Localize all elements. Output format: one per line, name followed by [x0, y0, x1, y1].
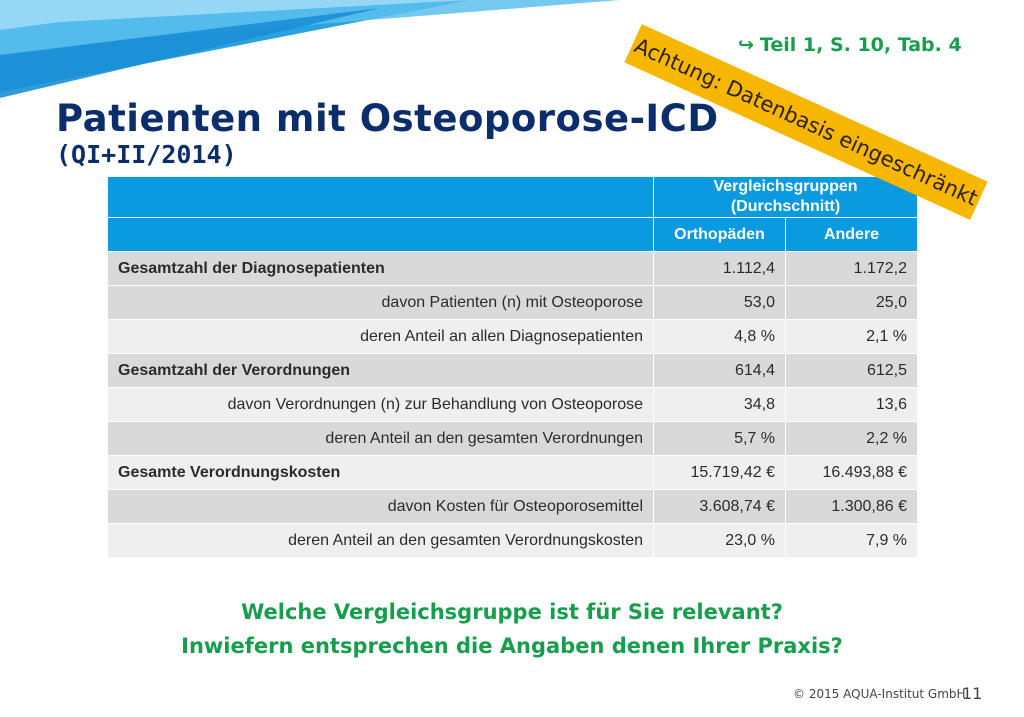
- value-orthopaeden: 53,0: [653, 285, 786, 320]
- group-header-line1: Vergleichsgruppen: [713, 178, 858, 195]
- arrow-icon: ↪: [738, 34, 754, 56]
- value-orthopaeden: 23,0 %: [653, 523, 786, 558]
- value-andere: 13,6: [784, 387, 919, 422]
- col-header-andere: Andere: [784, 217, 919, 252]
- table-row: deren Anteil an allen Diagnosepatienten …: [107, 319, 919, 354]
- table-subheader-row: Orthopäden Andere: [107, 217, 919, 252]
- row-label: Gesamte Verordnungskosten: [107, 455, 654, 490]
- value-andere: 1.172,2: [784, 251, 919, 286]
- page-subtitle: (QI+II/2014): [56, 140, 237, 169]
- group-header-line2: (Durchschnitt): [730, 198, 841, 215]
- header-decoration: [0, 0, 620, 98]
- table-row: Gesamtzahl der Diagnosepatienten 1.112,4…: [107, 251, 919, 286]
- value-andere: 7,9 %: [784, 523, 919, 558]
- table-row: Gesamte Verordnungskosten 15.719,42 € 16…: [107, 455, 919, 490]
- value-orthopaeden: 1.112,4: [653, 251, 786, 286]
- value-andere: 25,0: [784, 285, 919, 320]
- page-title: Patienten mit Osteoporose-ICD: [56, 97, 719, 140]
- page-number: 11: [962, 684, 983, 703]
- reference-text: Teil 1, S. 10, Tab. 4: [759, 34, 962, 56]
- reference-note: ↪ Teil 1, S. 10, Tab. 4: [738, 34, 962, 56]
- row-label: Gesamtzahl der Diagnosepatienten: [107, 251, 654, 286]
- copyright-footer: © 2015 AQUA-Institut GmbH: [793, 687, 966, 701]
- data-table: Vergleichsgruppen (Durchschnitt) Orthopä…: [107, 176, 919, 558]
- table-header-row: Vergleichsgruppen (Durchschnitt): [107, 176, 919, 218]
- value-orthopaeden: 614,4: [653, 353, 786, 388]
- table-row: davon Verordnungen (n) zur Behandlung vo…: [107, 387, 919, 422]
- table-row: davon Patienten (n) mit Osteoporose 53,0…: [107, 285, 919, 320]
- value-orthopaeden: 4,8 %: [653, 319, 786, 354]
- row-label: davon Patienten (n) mit Osteoporose: [107, 285, 654, 320]
- table-row: deren Anteil an den gesamten Verordnungs…: [107, 523, 919, 558]
- value-orthopaeden: 15.719,42 €: [653, 455, 786, 490]
- header-blank-cell: [107, 217, 654, 252]
- question-practice: Inwiefern entsprechen die Angaben denen …: [181, 634, 843, 658]
- value-andere: 2,1 %: [784, 319, 919, 354]
- row-label: davon Kosten für Osteoporosemittel: [107, 489, 654, 524]
- group-header: Vergleichsgruppen (Durchschnitt): [652, 176, 919, 218]
- table-row: Gesamtzahl der Verordnungen 614,4 612,5: [107, 353, 919, 388]
- question-relevance: Welche Vergleichsgruppe ist für Sie rele…: [241, 600, 783, 624]
- table-row: davon Kosten für Osteoporosemittel 3.608…: [107, 489, 919, 524]
- row-label: davon Verordnungen (n) zur Behandlung vo…: [107, 387, 654, 422]
- value-andere: 1.300,86 €: [784, 489, 919, 524]
- table-row: deren Anteil an den gesamten Verordnunge…: [107, 421, 919, 456]
- value-andere: 16.493,88 €: [784, 455, 919, 490]
- value-orthopaeden: 3.608,74 €: [653, 489, 786, 524]
- col-header-orthopaeden: Orthopäden: [653, 217, 786, 252]
- header-blank-cell: [107, 176, 654, 218]
- value-andere: 612,5: [784, 353, 919, 388]
- row-label: deren Anteil an allen Diagnosepatienten: [107, 319, 654, 354]
- row-label: deren Anteil an den gesamten Verordnungs…: [107, 523, 654, 558]
- row-label: deren Anteil an den gesamten Verordnunge…: [107, 421, 654, 456]
- value-orthopaeden: 34,8: [653, 387, 786, 422]
- row-label: Gesamtzahl der Verordnungen: [107, 353, 654, 388]
- value-andere: 2,2 %: [784, 421, 919, 456]
- value-orthopaeden: 5,7 %: [653, 421, 786, 456]
